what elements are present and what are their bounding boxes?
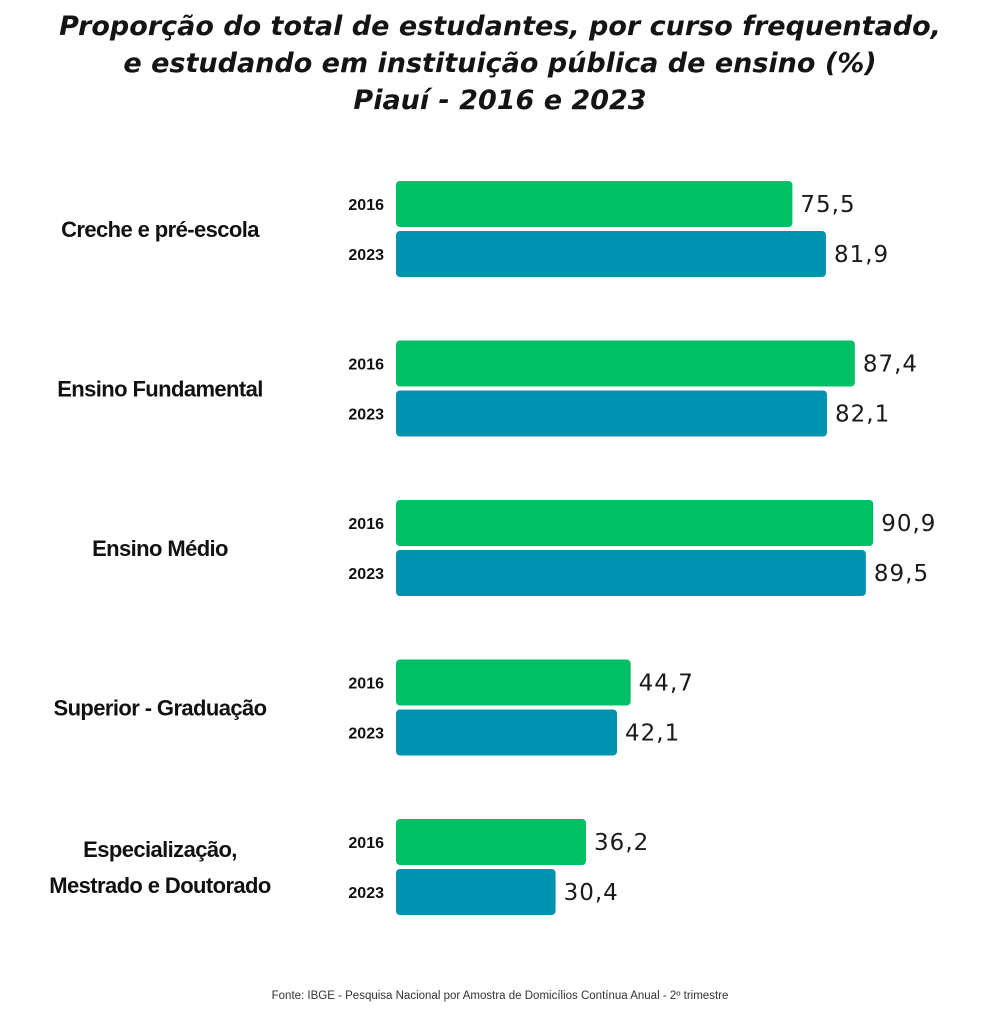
value-label-2016: 90,9	[881, 511, 936, 537]
year-label-2016: 2016	[348, 516, 384, 533]
value-label-2016: 36,2	[594, 830, 649, 856]
year-label-2023: 2023	[348, 566, 384, 583]
title-line-3: Piauí - 2016 e 2023	[353, 85, 647, 116]
bar-2023	[396, 231, 826, 277]
title-line-2: e estudando em instituição pública de en…	[123, 48, 877, 79]
category-label: Especialização, Mestrado e Doutorado	[49, 837, 271, 898]
bar-2016	[396, 659, 631, 706]
year-label-2023: 2023	[348, 726, 384, 743]
title-line-1: Proporção do total de estudantes, por cu…	[59, 11, 941, 42]
value-label-2016: 75,5	[800, 192, 855, 218]
bar-2016	[396, 181, 793, 227]
year-label-2023: 2023	[348, 407, 384, 424]
value-label-2023: 81,9	[834, 242, 889, 268]
source-note: Fonte: IBGE - Pesquisa Nacional por Amos…	[271, 990, 729, 1002]
category-label: Superior - Graduação	[54, 696, 267, 721]
value-label-2016: 44,7	[639, 671, 694, 697]
value-label-2023: 42,1	[625, 721, 680, 747]
year-label-2016: 2016	[348, 835, 384, 852]
bar-2023	[396, 390, 828, 437]
year-label-2016: 2016	[348, 197, 384, 214]
bar-2023	[396, 869, 556, 915]
year-label-2023: 2023	[348, 247, 384, 264]
year-label-2016: 2016	[348, 357, 384, 374]
category-label: Ensino Médio	[92, 536, 228, 561]
value-label-2023: 30,4	[564, 880, 619, 906]
year-label-2023: 2023	[348, 885, 384, 902]
chart-title: Proporção do total de estudantes, por cu…	[0, 8, 1000, 119]
value-label-2023: 89,5	[874, 561, 929, 587]
value-label-2016: 87,4	[863, 352, 918, 378]
category-label: Creche e pré-escola	[61, 217, 260, 242]
year-label-2016: 2016	[348, 676, 384, 693]
bar-2016	[396, 340, 855, 387]
value-label-2023: 82,1	[835, 402, 890, 428]
bar-2023	[396, 550, 866, 596]
bar-2016	[396, 500, 874, 546]
category-label: Ensino Fundamental	[57, 377, 263, 402]
bar-2016	[396, 819, 587, 865]
bar-2023	[396, 709, 618, 756]
